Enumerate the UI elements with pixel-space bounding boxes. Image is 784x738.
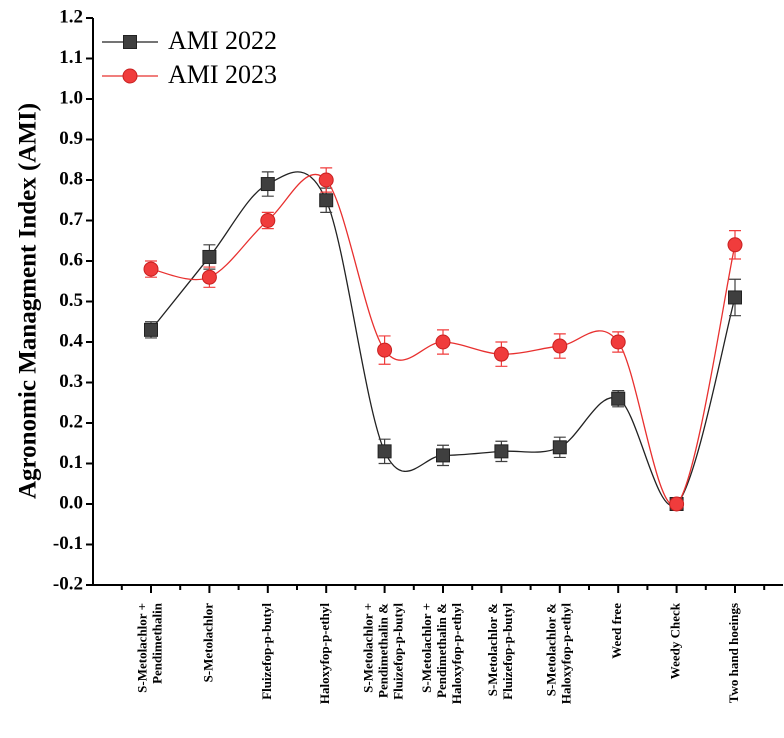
data-point <box>669 496 685 512</box>
legend-label: AMI 2022 <box>168 26 277 55</box>
y-tick-label: 1.1 <box>59 47 83 68</box>
x-tick-label: Fluizefop-p-butyl <box>500 603 515 700</box>
x-tick-label: S-Metolachlor + <box>361 603 376 693</box>
y-tick-label: 0.9 <box>59 128 83 149</box>
data-point <box>494 444 509 459</box>
data-point <box>727 237 743 253</box>
data-point <box>202 249 217 264</box>
data-point <box>201 269 217 285</box>
x-tick-label: Haloxyfop-p-ethyl <box>317 603 332 705</box>
data-point <box>610 334 626 350</box>
y-axis-label: Agronomic Managment Index (AMI) <box>15 103 42 499</box>
x-tick-label: Pendimethalin & <box>434 603 449 698</box>
y-tick-label: 1.0 <box>59 87 83 108</box>
legend-label: AMI 2023 <box>168 60 277 89</box>
data-point <box>435 334 451 350</box>
data-point <box>143 261 159 277</box>
x-tick-label: Haloxyfop-p-ethyl <box>558 603 573 705</box>
y-tick-label: 0.0 <box>59 492 83 513</box>
data-point <box>260 177 275 192</box>
data-point <box>436 448 450 463</box>
y-tick-label: 0.3 <box>59 371 83 392</box>
data-point <box>728 290 742 305</box>
legend-marker <box>122 68 138 84</box>
data-point <box>144 322 158 337</box>
y-tick-label: 0.7 <box>59 209 83 230</box>
y-tick-label: 0.6 <box>59 249 83 270</box>
x-tick-label: Pendimethalin & <box>376 603 391 698</box>
data-point <box>611 391 626 406</box>
x-tick-label: Weed free <box>609 603 624 659</box>
data-point <box>319 193 334 208</box>
y-tick-label: 0.5 <box>59 290 83 311</box>
data-point <box>493 346 509 362</box>
data-point <box>260 213 276 228</box>
y-tick-label: 1.2 <box>59 6 83 27</box>
data-point <box>318 172 334 188</box>
y-tick-label: 0.4 <box>59 330 83 351</box>
x-tick-label: S-Metolachlor & <box>543 603 558 696</box>
x-tick-label: S-Metolachlor + <box>134 603 149 693</box>
x-tick-label: S-Metolachlor + <box>419 603 434 693</box>
x-tick-label: Haloxyfop-p-ethyl <box>449 603 464 705</box>
y-tick-label: -0.1 <box>53 533 83 554</box>
y-tick-label: 0.1 <box>59 452 83 473</box>
y-tick-label: 0.2 <box>59 411 83 432</box>
data-point <box>377 444 392 459</box>
x-tick-label: S-Metolachlor <box>200 603 215 683</box>
y-tick-label: 0.8 <box>59 168 83 189</box>
data-point <box>377 342 393 358</box>
x-tick-label: Weedy Check <box>668 602 683 679</box>
x-tick-label: Pendimethalin <box>149 602 164 684</box>
legend-marker <box>123 35 137 49</box>
x-tick-label: Fluizefop-p-butyl <box>259 603 274 700</box>
y-tick-label: -0.2 <box>53 573 83 594</box>
data-point <box>552 338 568 354</box>
x-tick-label: Two hand hoeings <box>726 603 741 703</box>
x-tick-label: Fluizefop-p-butyl <box>391 603 406 700</box>
data-point <box>552 440 567 455</box>
x-tick-label: S-Metolachlor & <box>485 603 500 696</box>
